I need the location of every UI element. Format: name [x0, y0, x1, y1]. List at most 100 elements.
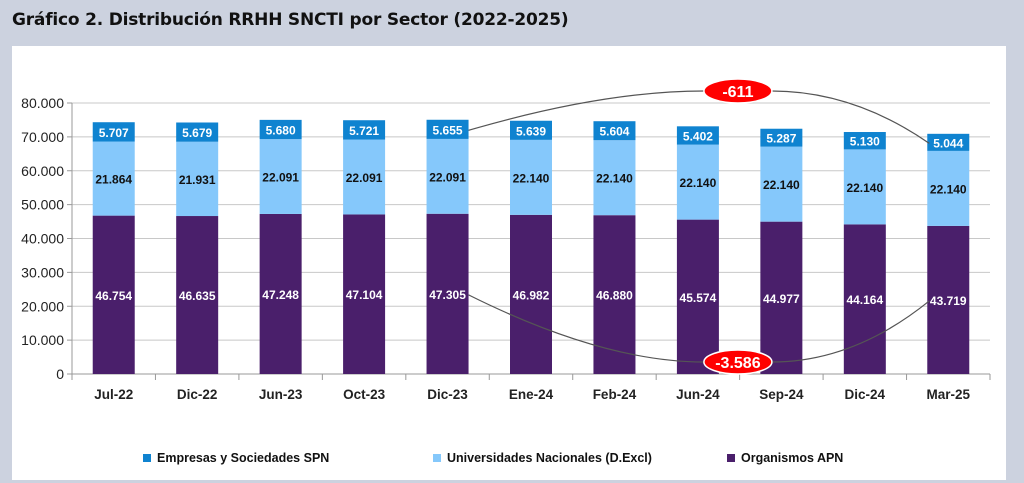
bar-segment: [676, 219, 719, 374]
y-tick-label: 20.000: [21, 298, 64, 314]
data-label: 22.140: [596, 172, 633, 186]
data-label: 5.130: [850, 135, 880, 149]
legend-label-universidades: Universidades Nacionales (D.Excl): [447, 451, 652, 465]
x-tick-label: Feb-24: [593, 387, 637, 402]
data-label: 5.287: [766, 132, 796, 146]
x-tick-label: Jul-22: [94, 387, 133, 402]
bar-segment: [676, 126, 719, 145]
data-label: 46.635: [179, 289, 216, 303]
data-label: 22.091: [346, 171, 383, 185]
x-tick-label: Dic-24: [845, 387, 886, 402]
legend-item-empresas: Empresas y Sociedades SPN: [143, 451, 329, 465]
chart-legend: Empresas y Sociedades SPN Universidades …: [0, 451, 1024, 471]
legend-item-universidades: Universidades Nacionales (D.Excl): [433, 451, 652, 465]
data-label: 46.982: [513, 288, 550, 302]
y-tick-label: 70.000: [21, 129, 64, 145]
legend-item-organismos: Organismos APN: [727, 451, 843, 465]
bar-segment: [760, 146, 803, 222]
data-label: 5.707: [99, 126, 129, 140]
chart-title: Gráfico 2. Distribución RRHH SNCTI por S…: [12, 10, 569, 30]
data-label: 22.140: [930, 182, 967, 196]
x-tick-label: Ene-24: [509, 387, 554, 402]
legend-label-organismos: Organismos APN: [741, 451, 844, 465]
bar-segment: [259, 119, 302, 140]
bar-segment: [843, 224, 886, 374]
y-tick-label: 80.000: [21, 95, 64, 111]
bar-segment: [343, 120, 386, 140]
data-label: 44.164: [846, 293, 883, 307]
data-label: 5.639: [516, 124, 546, 138]
bar-segment: [176, 122, 219, 142]
data-label: 46.880: [596, 289, 633, 303]
y-tick-label: 60.000: [21, 163, 64, 179]
x-tick-label: Mar-25: [927, 387, 971, 402]
bar-segment: [593, 121, 636, 141]
bar-segment: [259, 139, 302, 214]
data-label: 5.604: [599, 125, 629, 139]
data-label: 47.104: [346, 288, 383, 302]
bar-segment: [843, 132, 886, 150]
x-tick-label: Dic-23: [427, 387, 468, 402]
x-tick-label: Oct-23: [343, 387, 386, 402]
bar-segment: [426, 138, 469, 214]
x-tick-label: Jun-24: [676, 387, 720, 402]
data-label: 22.140: [763, 178, 800, 192]
data-label: 21.931: [179, 173, 216, 187]
bar-segment: [259, 213, 302, 374]
bar-segment: [843, 149, 886, 225]
legend-swatch-organismos: [727, 454, 735, 462]
legend-label-empresas: Empresas y Sociedades SPN: [157, 451, 330, 465]
data-label: 5.402: [683, 129, 713, 143]
x-tick-label: Jun-23: [259, 387, 303, 402]
bar-segment: [927, 150, 970, 226]
annotation-bubble: [703, 78, 773, 104]
data-label: 22.140: [846, 181, 883, 195]
data-label: 43.719: [930, 294, 967, 308]
data-label: 22.140: [680, 176, 717, 190]
y-tick-label: 10.000: [21, 332, 64, 348]
bar-segment: [510, 120, 552, 140]
bar-segment: [176, 141, 219, 217]
legend-swatch-universidades: [433, 454, 441, 462]
bar-segment: [176, 216, 219, 374]
bar-segment: [343, 214, 386, 374]
annotation-connector: [468, 294, 930, 363]
bar-segment: [593, 140, 636, 216]
bar-segment: [676, 144, 719, 220]
bar-segment: [343, 139, 386, 215]
data-label: 5.679: [182, 126, 212, 140]
bar-segment: [927, 225, 970, 374]
bar-segment: [92, 122, 135, 142]
bar-segment: [92, 215, 135, 374]
y-tick-label: 40.000: [21, 231, 64, 247]
data-label: 5.680: [266, 123, 296, 137]
bar-segment: [510, 214, 552, 374]
bar-segment: [426, 213, 469, 374]
bar-segment: [760, 128, 803, 147]
x-tick-label: Dic-22: [177, 387, 218, 402]
annotation-bubble: [703, 349, 773, 375]
data-label: 5.655: [433, 123, 463, 137]
bar-segment: [426, 119, 469, 139]
y-tick-label: 0: [56, 366, 64, 382]
annotation-label: -3.586: [715, 355, 760, 372]
annotation-label: -611: [722, 84, 753, 101]
bar-segment: [510, 139, 552, 215]
data-label: 47.248: [262, 288, 299, 302]
bar-segment: [927, 133, 970, 151]
data-label: 46.754: [95, 289, 132, 303]
data-label: 45.574: [680, 291, 717, 305]
data-label: 44.977: [763, 292, 800, 306]
bar-segment: [92, 141, 135, 216]
bar-segment: [760, 221, 803, 374]
data-label: 5.721: [349, 124, 379, 138]
data-label: 21.864: [95, 173, 132, 187]
annotation-connector: [468, 90, 930, 144]
data-label: 22.091: [429, 170, 466, 184]
y-tick-label: 30.000: [21, 264, 64, 280]
data-label: 22.091: [262, 171, 299, 185]
legend-swatch-empresas: [143, 454, 151, 462]
x-tick-label: Sep-24: [759, 387, 804, 402]
y-tick-label: 50.000: [21, 197, 64, 213]
